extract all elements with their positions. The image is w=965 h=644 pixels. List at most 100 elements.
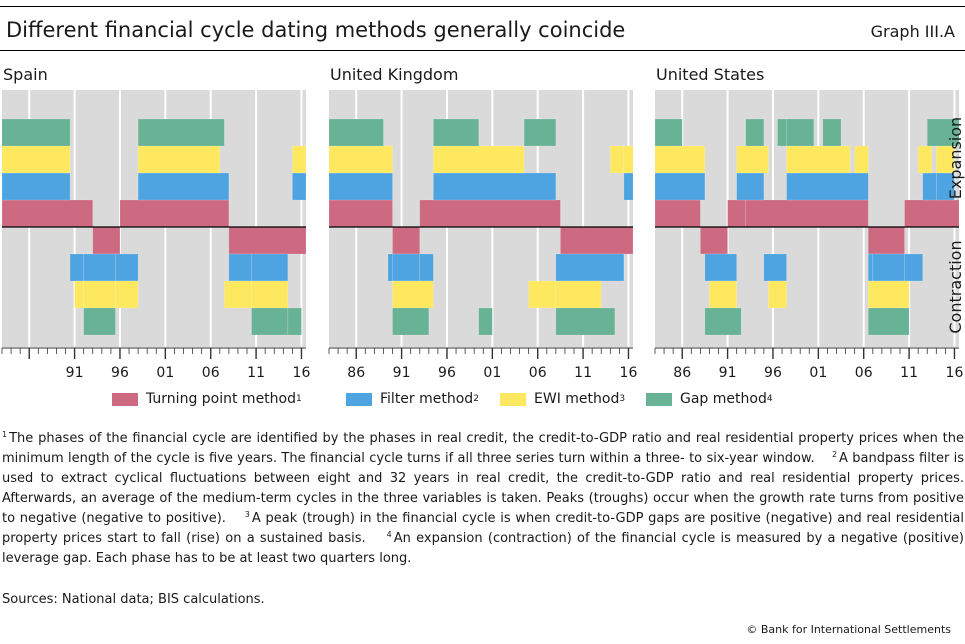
contraction-label: Contraction [946,240,965,333]
bar-ewi-spain [83,280,116,309]
bar-filter-united-kingdom [392,253,421,282]
bar-gap-spain [1,118,71,147]
bar-gap-spain [137,118,225,147]
bar-turning-united-states [727,199,747,228]
bar-filter-united-states [867,253,874,282]
bar-filter-spain [1,172,71,201]
bar-ewi-united-kingdom [328,145,393,174]
graph-id: Graph III.A [870,22,955,41]
footnote-2: A bandpass filter is used to extract cyc… [2,451,965,526]
bar-gap-united-kingdom [555,307,616,336]
x-tick-label: 86 [673,365,691,381]
bar-gap-united-states [867,307,910,336]
x-tick-label: 11 [574,365,592,381]
bar-ewi-united-states [768,280,787,309]
bar-turning-united-states [700,226,728,255]
legend-swatch-filter [346,392,372,406]
bar-filter-united-states [786,172,869,201]
bar-filter-spain [115,253,139,282]
bar-turning-united-kingdom [560,226,634,255]
bar-filter-united-states [922,172,937,201]
bar-turning-united-kingdom [392,226,421,255]
bar-gap-united-kingdom [523,118,557,147]
bar-turning-united-states [654,199,701,228]
x-tick-label: 16 [293,365,311,381]
bar-ewi-united-kingdom [610,145,625,174]
legend-label-gap: Gap method [680,391,767,407]
sources: Sources: National data; BIS calculations… [2,592,265,607]
x-tick-label: 16 [946,365,964,381]
bar-gap-united-states [822,118,842,147]
legend-turning: Turning point method 1 [112,391,302,407]
bar-filter-spain [83,253,116,282]
bar-filter-united-kingdom [433,172,557,201]
bar-gap-united-states [745,118,765,147]
bar-filter-united-states [736,172,765,201]
legend-label-filter: Filter method [380,391,474,407]
x-tick-label: 01 [156,365,174,381]
x-tick-label: 11 [247,365,265,381]
bar-ewi-spain [137,145,221,174]
bar-filter-united-kingdom [555,253,625,282]
bar-gap-united-states [926,118,960,147]
bar-filter-spain [137,172,230,201]
x-tick-label: 06 [855,365,873,381]
panel-title-spain: Spain [3,65,48,84]
footnote-1: The phases of the financial cycle are id… [2,431,964,466]
bar-turning-spain [228,226,307,255]
bar-ewi-united-kingdom [623,145,634,174]
legend-ewi: EWI method 3 [500,391,625,407]
x-tick-label: 96 [438,365,456,381]
bar-gap-spain [83,307,116,336]
bar-gap-spain [251,307,289,336]
bar-filter-united-kingdom [387,253,393,282]
bar-ewi-united-states [917,145,933,174]
x-tick-label: 96 [764,365,782,381]
bar-ewi-spain [251,280,289,309]
bar-ewi-united-kingdom [555,280,602,309]
bar-gap-united-states [786,118,815,147]
bar-ewi-united-kingdom [433,145,525,174]
x-tick-label: 91 [393,365,411,381]
bar-turning-united-states [745,199,869,228]
bar-gap-united-states [777,118,787,147]
bar-ewi-spain [224,280,252,309]
bar-ewi-spain [74,280,84,309]
bar-filter-united-states [872,253,905,282]
bar-turning-united-kingdom [328,199,393,228]
x-tick-label: 11 [900,365,918,381]
legend-swatch-ewi [500,392,526,406]
expansion-label: Expansion [946,117,965,199]
bar-turning-united-states [867,226,905,255]
bar-gap-spain [287,307,302,336]
footnote-3: A peak (trough) in the financial cycle i… [2,511,964,546]
bar-ewi-united-states [654,145,706,174]
bar-filter-spain [292,172,307,201]
bar-gap-united-kingdom [478,307,493,336]
top-rule [0,6,965,7]
panel-title-united-kingdom: United Kingdom [330,65,458,84]
bar-ewi-united-states [709,280,737,309]
bar-filter-united-states [904,253,924,282]
bar-ewi-united-states [867,280,910,309]
footnote-4: An expansion (contraction) of the financ… [2,531,964,566]
chart-title: Different financial cycle dating methods… [6,18,626,42]
x-tick-label: 91 [719,365,737,381]
legend-gap: Gap method 4 [646,391,773,407]
bar-filter-spain [251,253,289,282]
bar-filter-united-states [704,253,737,282]
panel-title-united-states: United States [656,65,764,84]
copyright: © Bank for International Settlements [746,623,951,636]
bar-gap-united-states [704,307,742,336]
footnotes: 1 The phases of the financial cycle are i… [2,429,965,566]
bar-ewi-spain [115,280,139,309]
bar-filter-spain [69,253,84,282]
x-tick-label: 86 [347,365,365,381]
chart-area: Spain 91 96 01 06 11 16 United Kingdom 86 91 96 01 0… [1,65,965,381]
bar-ewi-spain [292,145,307,174]
legend-swatch-gap [646,392,672,406]
bar-turning-spain [119,199,230,228]
legend-label-ewi: EWI method [534,391,620,407]
legend-label-turning: Turning point method [146,391,297,407]
legend-filter: Filter method 2 [346,391,479,407]
